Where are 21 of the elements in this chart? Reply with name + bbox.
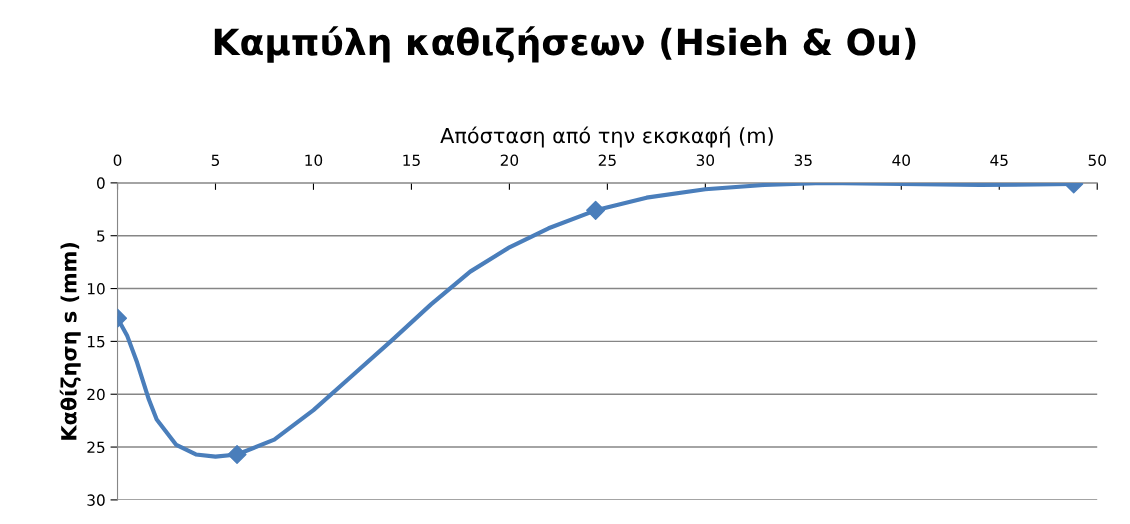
y-tick-label: 10 bbox=[87, 283, 105, 295]
y-axis-title: Καθίζηση s (mm) bbox=[59, 242, 81, 440]
y-tick-label: 20 bbox=[87, 388, 105, 401]
x-tick-label: 10 bbox=[305, 154, 323, 167]
x-tick-label: 5 bbox=[211, 154, 220, 167]
x-tick-label: 35 bbox=[794, 154, 812, 167]
x-tick-label: 20 bbox=[500, 154, 519, 167]
x-axis-title: Απόσταση από την εκσκαφή (m) bbox=[440, 126, 773, 148]
x-tick-label: 40 bbox=[892, 154, 910, 167]
y-tick-label: 0 bbox=[97, 177, 105, 189]
chart-title: Καμπύλη καθιζήσεων (Hsieh & Ou) bbox=[214, 26, 916, 63]
x-tick-label: 25 bbox=[598, 154, 616, 167]
x-tick-label: 30 bbox=[696, 154, 715, 167]
x-tick-label: 45 bbox=[990, 154, 1008, 167]
x-tick-label: 0 bbox=[113, 154, 122, 167]
y-tick-label: 25 bbox=[87, 441, 105, 454]
y-tick-label: 5 bbox=[97, 230, 105, 242]
x-tick-label: 50 bbox=[1088, 154, 1106, 167]
y-tick-label: 30 bbox=[87, 494, 105, 506]
x-tick-label: 15 bbox=[403, 154, 420, 167]
y-tick-label: 15 bbox=[87, 336, 105, 348]
